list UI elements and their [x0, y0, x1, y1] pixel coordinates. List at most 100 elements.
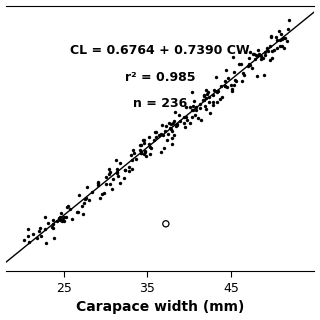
- Point: [232, 83, 237, 88]
- Point: [279, 44, 284, 49]
- Point: [201, 93, 206, 98]
- Point: [156, 133, 161, 138]
- Point: [101, 190, 107, 195]
- Point: [116, 173, 121, 178]
- Point: [275, 37, 280, 43]
- Point: [237, 61, 242, 67]
- Point: [85, 185, 90, 190]
- Point: [170, 141, 175, 147]
- Point: [181, 120, 187, 125]
- Point: [99, 192, 104, 197]
- Point: [115, 170, 120, 175]
- Point: [58, 210, 63, 215]
- Point: [61, 215, 66, 220]
- Point: [138, 148, 143, 153]
- Point: [26, 239, 31, 244]
- Point: [231, 54, 236, 59]
- Point: [173, 123, 179, 128]
- Point: [190, 104, 195, 109]
- Point: [151, 138, 156, 143]
- Point: [203, 104, 208, 109]
- Point: [148, 145, 154, 150]
- Point: [215, 88, 220, 93]
- Point: [224, 68, 229, 73]
- Point: [66, 204, 71, 209]
- Point: [154, 130, 159, 135]
- Point: [96, 183, 101, 188]
- Point: [197, 101, 203, 106]
- Point: [188, 120, 193, 125]
- Point: [123, 167, 128, 172]
- Point: [201, 93, 206, 98]
- Point: [170, 121, 175, 126]
- Point: [261, 73, 266, 78]
- Point: [196, 115, 201, 120]
- Point: [117, 160, 123, 165]
- Point: [147, 144, 152, 149]
- Point: [282, 35, 287, 40]
- Point: [223, 83, 228, 88]
- Point: [170, 136, 175, 141]
- Point: [270, 55, 275, 60]
- Point: [206, 95, 211, 100]
- Point: [211, 102, 216, 108]
- Point: [191, 107, 196, 112]
- Point: [164, 137, 169, 142]
- Point: [130, 148, 135, 153]
- Point: [104, 174, 109, 180]
- Point: [80, 211, 85, 216]
- Point: [60, 218, 65, 223]
- Point: [211, 88, 216, 93]
- Point: [218, 96, 223, 101]
- Point: [138, 142, 143, 147]
- Point: [174, 122, 179, 127]
- Point: [247, 62, 252, 68]
- Point: [87, 198, 92, 203]
- X-axis label: Carapace width (mm): Carapace width (mm): [76, 300, 244, 315]
- Point: [273, 35, 278, 40]
- Point: [114, 171, 119, 176]
- Point: [142, 140, 147, 145]
- Point: [158, 149, 163, 155]
- Point: [168, 127, 173, 132]
- Point: [200, 97, 205, 102]
- Point: [246, 61, 252, 67]
- Point: [185, 117, 190, 123]
- Point: [193, 108, 198, 113]
- Point: [50, 226, 55, 231]
- Point: [95, 180, 100, 185]
- Point: [262, 52, 267, 57]
- Point: [223, 83, 228, 88]
- Point: [54, 219, 59, 224]
- Point: [240, 71, 245, 76]
- Point: [126, 164, 132, 169]
- Point: [252, 56, 258, 61]
- Point: [163, 221, 168, 226]
- Point: [51, 218, 56, 223]
- Point: [139, 143, 144, 148]
- Point: [203, 106, 208, 111]
- Point: [250, 66, 255, 71]
- Point: [111, 176, 116, 181]
- Point: [242, 73, 247, 78]
- Point: [258, 54, 263, 59]
- Point: [219, 84, 224, 89]
- Point: [70, 216, 75, 221]
- Point: [106, 166, 111, 171]
- Point: [282, 45, 287, 50]
- Point: [168, 121, 173, 126]
- Point: [231, 70, 236, 75]
- Point: [153, 129, 158, 134]
- Point: [172, 133, 177, 138]
- Point: [194, 105, 199, 110]
- Point: [204, 95, 209, 100]
- Point: [215, 89, 220, 94]
- Point: [182, 115, 187, 120]
- Point: [268, 35, 274, 40]
- Point: [114, 166, 119, 172]
- Point: [176, 112, 181, 117]
- Point: [142, 138, 147, 143]
- Point: [61, 214, 67, 220]
- Point: [56, 216, 61, 221]
- Point: [133, 156, 138, 161]
